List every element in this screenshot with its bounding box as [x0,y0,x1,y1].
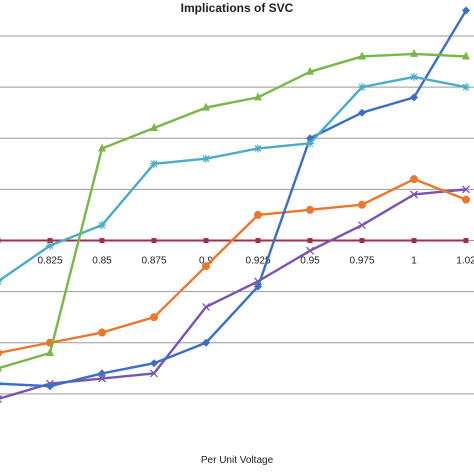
x-tick-label: 0.85 [92,256,112,267]
x-tick-label: 1.02 [456,256,474,267]
diamond-marker [46,382,54,391]
square-marker [307,238,313,243]
triangle-marker [98,143,106,152]
triangle-marker [0,367,2,372]
square-marker [359,238,365,243]
square-marker [151,238,157,243]
x-tick-label: 0.925 [245,256,270,267]
x-tick-label: 0.875 [141,256,166,267]
square-marker [411,238,417,243]
triangle-marker [150,123,158,132]
square-marker [463,238,469,243]
circle-marker [254,210,262,219]
triangle-marker [254,92,262,101]
x-marker [306,246,314,255]
x-marker [98,374,106,383]
square-marker [0,238,1,243]
triangle-marker [410,48,418,57]
x-marker [358,221,366,230]
triangle-marker [306,66,314,75]
circle-marker [0,349,2,357]
x-tick-label: 0.9 [199,256,213,267]
x-marker [462,185,470,194]
triangle-marker [46,347,54,356]
diamond-marker [202,338,210,347]
asterisk-marker [358,83,366,92]
square-marker [203,238,209,243]
series-line [0,75,467,282]
asterisk-marker [46,241,54,250]
diamond-marker [410,93,418,102]
triangle-marker [358,51,366,60]
asterisk-marker [202,154,210,163]
x-axis-label: Per Unit Voltage [200,455,274,466]
x-marker [410,190,418,199]
x-tick-label: 1 [411,256,417,267]
asterisk-marker [410,72,418,81]
series-line [0,9,468,388]
triangle-marker [462,51,470,60]
square-marker [99,238,105,243]
series-line [0,52,467,369]
diamond-marker [254,282,262,291]
circle-marker [358,200,366,209]
series-line [0,177,467,354]
circle-marker [410,175,418,184]
x-tick-label: 0.825 [37,256,62,267]
chart-title: Implications of SVC [180,1,294,15]
asterisk-marker [98,221,106,230]
square-marker [47,238,53,243]
asterisk-marker [150,159,158,168]
x-tick-label: 0.95 [300,256,320,267]
x-marker [202,303,210,311]
asterisk-marker [254,144,262,153]
circle-marker [150,313,158,322]
circle-marker [202,262,210,271]
square-marker [255,238,261,243]
diamond-marker [358,108,366,117]
circle-marker [306,205,314,214]
diamond-marker [150,359,158,368]
x-tick-label: 0.975 [349,256,374,267]
circle-marker [98,328,106,337]
asterisk-marker [306,139,314,148]
asterisk-marker [462,83,470,92]
diamond-marker [0,381,2,386]
x-marker [0,395,2,403]
circle-marker [462,195,470,204]
diamond-marker [462,6,470,15]
triangle-marker [202,102,210,111]
series-line [0,188,467,400]
diamond-marker [98,369,106,378]
x-marker [150,369,158,378]
